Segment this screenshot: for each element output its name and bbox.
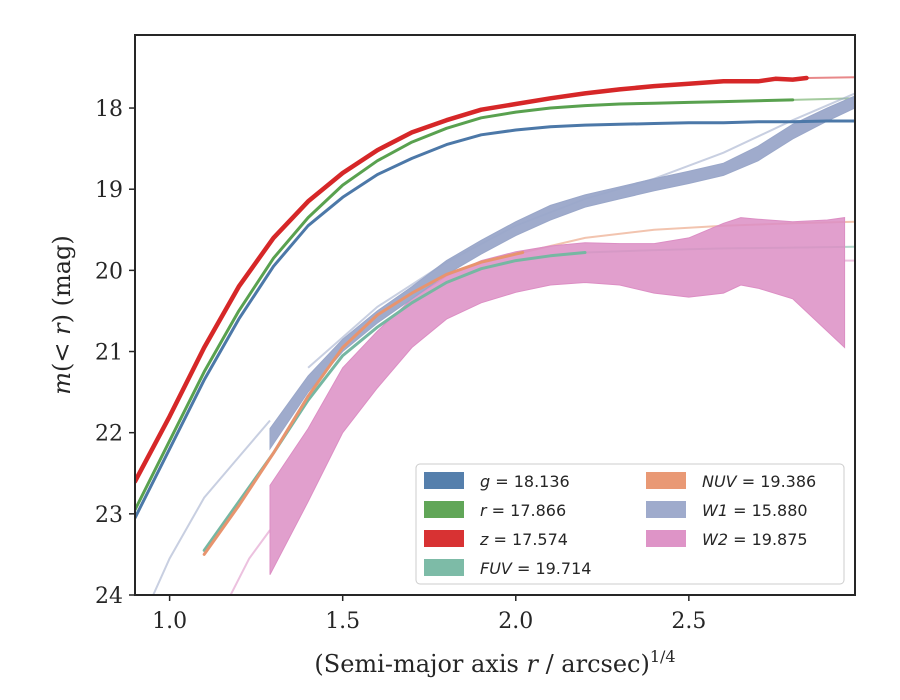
legend-entry-nuv: NUV = 19.386 bbox=[646, 472, 816, 491]
svg-text:(Semi-major axis r / arcsec)1/: (Semi-major axis r / arcsec)1/4 bbox=[314, 647, 675, 678]
x-axis-title: (Semi-major axis r / arcsec)1/4 bbox=[314, 647, 675, 678]
legend-label: g = 18.136 bbox=[480, 472, 570, 491]
legend-swatch bbox=[424, 472, 464, 489]
series-r-line bbox=[135, 98, 795, 512]
y-axis-title-open: ( bbox=[48, 363, 76, 372]
x-tick-label: 1.0 bbox=[152, 609, 187, 634]
plot-area bbox=[135, 75, 855, 595]
legend-entry-z: z = 17.574 bbox=[424, 530, 568, 549]
legend-label: FUV = 19.714 bbox=[480, 559, 591, 578]
legend-label: W2 = 19.875 bbox=[702, 530, 808, 549]
series-g-line bbox=[135, 119, 855, 520]
legend-label: r = 17.866 bbox=[480, 501, 566, 520]
series-w1-model-line bbox=[152, 419, 271, 595]
y-axis-title-post: (mag) bbox=[48, 235, 76, 314]
legend-swatch bbox=[646, 472, 686, 489]
x-tick-label: 2.5 bbox=[671, 609, 706, 634]
legend-label: NUV = 19.386 bbox=[702, 472, 816, 491]
series-nuv-line bbox=[202, 251, 525, 556]
legend-entry-g: g = 18.136 bbox=[424, 472, 570, 491]
y-axis-title-pre: m bbox=[48, 372, 76, 395]
legend-swatch bbox=[424, 530, 464, 547]
y-axis-title-expr: < r bbox=[48, 322, 76, 363]
legend-swatch bbox=[424, 559, 464, 576]
series-w2-model-line bbox=[229, 529, 271, 595]
legend-label: z = 17.574 bbox=[479, 530, 568, 549]
y-tick-label: 24 bbox=[95, 584, 123, 609]
y-tick-label: 18 bbox=[95, 97, 123, 122]
y-tick-label: 22 bbox=[95, 422, 123, 447]
legend-swatch bbox=[646, 530, 686, 547]
y-tick-label: 20 bbox=[95, 259, 123, 284]
legend-swatch bbox=[424, 501, 464, 518]
legend-entry-fuv: FUV = 19.714 bbox=[424, 559, 591, 578]
series-z-line bbox=[135, 75, 809, 484]
plot-frame bbox=[134, 34, 856, 596]
legend-box bbox=[415, 463, 845, 585]
svg-text:m(< r) (mag): m(< r) (mag) bbox=[48, 235, 76, 395]
y-tick-label: 23 bbox=[95, 503, 123, 528]
y-axis-title-close: ) bbox=[48, 314, 76, 323]
x-axis-title-text: (Semi-major axis bbox=[314, 650, 526, 678]
x-axis-title-var: r bbox=[526, 650, 539, 678]
x-tick-label: 2.0 bbox=[498, 609, 533, 634]
x-tick-label: 1.5 bbox=[325, 609, 360, 634]
legend-swatch bbox=[646, 501, 686, 518]
series-z-model-line bbox=[806, 76, 855, 79]
axes: 1.0 1.5 2.0 2.5 18 19 20 21 22 23 24 bbox=[95, 34, 856, 634]
series-w2-band bbox=[269, 217, 846, 575]
x-axis-title-sup: 1/4 bbox=[650, 647, 676, 666]
legend-entry-w2: W2 = 19.875 bbox=[646, 530, 808, 549]
legend-entry-w1: W1 = 15.880 bbox=[646, 501, 808, 520]
x-axis-title-mid: / arcsec) bbox=[538, 650, 650, 678]
y-tick-label: 19 bbox=[95, 178, 123, 203]
legend-label: W1 = 15.880 bbox=[702, 501, 808, 520]
y-tick-label: 21 bbox=[95, 341, 123, 366]
legend: g = 18.136 r = 17.866 z = 17.574 FUV = 19.7… bbox=[415, 463, 845, 585]
legend-entry-r: r = 17.866 bbox=[424, 501, 566, 520]
y-axis-title: m(< r) (mag) bbox=[48, 235, 76, 395]
